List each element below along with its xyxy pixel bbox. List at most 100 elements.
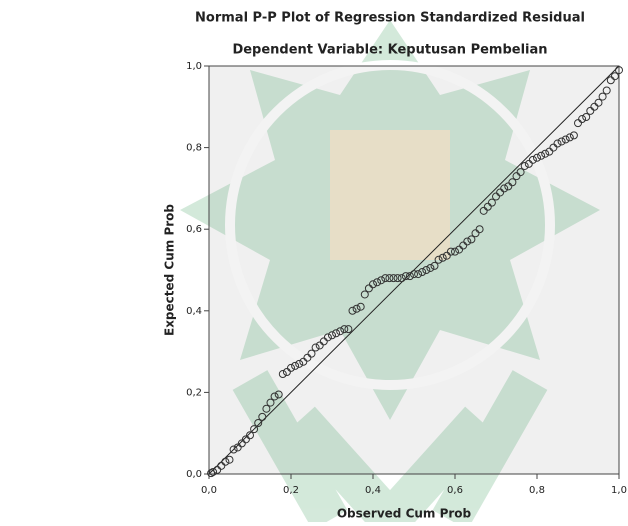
x-tick-label: 0,0 — [201, 485, 217, 496]
point — [287, 363, 295, 372]
point — [418, 268, 427, 277]
point — [373, 278, 382, 287]
point — [520, 161, 529, 170]
point — [405, 272, 414, 281]
watermark — [180, 20, 600, 526]
y-tick-label: 0,2 — [186, 387, 202, 398]
point — [274, 390, 283, 399]
point — [233, 443, 242, 452]
point — [446, 247, 455, 256]
x-tick-label: 0,2 — [283, 485, 299, 496]
point — [369, 280, 377, 289]
x-tick-label: 0,8 — [529, 485, 545, 496]
point — [569, 131, 578, 140]
point — [504, 182, 513, 191]
point — [582, 113, 591, 121]
point — [246, 431, 254, 440]
point — [483, 202, 492, 211]
point — [479, 206, 488, 215]
point — [299, 357, 308, 366]
point — [451, 247, 459, 256]
point — [311, 343, 320, 352]
point — [615, 66, 623, 75]
point — [207, 469, 216, 478]
point — [565, 133, 574, 142]
watermark-globe — [225, 60, 555, 390]
point — [578, 115, 587, 124]
y-axis-label: Expected Cum Prob — [163, 204, 177, 336]
point — [241, 435, 250, 444]
point — [266, 398, 275, 407]
point — [459, 241, 468, 250]
point — [528, 155, 537, 164]
point — [414, 270, 423, 279]
point — [524, 159, 533, 168]
chart-title: Normal P-P Plot of Regression Standardiz… — [195, 11, 585, 26]
point — [602, 86, 611, 95]
point — [360, 290, 369, 299]
point — [463, 237, 472, 246]
point — [586, 106, 595, 115]
x-tick-label: 0,6 — [447, 485, 463, 496]
point — [282, 368, 291, 376]
point — [381, 274, 390, 283]
y-tick-label: 0,4 — [186, 306, 202, 317]
point — [549, 143, 558, 152]
point — [209, 467, 218, 476]
point — [295, 359, 304, 368]
point — [221, 457, 230, 466]
point — [430, 261, 439, 270]
watermark-tower — [330, 130, 450, 260]
point — [291, 361, 300, 370]
y-tick-label: 0,0 — [186, 469, 202, 480]
chart-subtitle: Dependent Variable: Keputusan Pembelian — [232, 43, 547, 58]
point — [426, 263, 435, 272]
point — [348, 306, 357, 315]
point — [303, 353, 312, 362]
point — [442, 251, 451, 260]
point — [561, 135, 570, 144]
point — [262, 404, 271, 413]
point — [217, 461, 226, 470]
watermark-base — [232, 370, 548, 526]
point — [537, 151, 546, 160]
point — [397, 274, 406, 283]
point — [467, 235, 476, 244]
point — [254, 419, 263, 427]
point — [496, 188, 505, 197]
point — [323, 333, 332, 342]
point — [270, 392, 279, 401]
point — [487, 198, 496, 207]
point — [606, 76, 615, 85]
point — [512, 172, 521, 181]
point — [237, 439, 246, 448]
point — [336, 327, 345, 336]
point — [553, 139, 562, 148]
plot-frame — [208, 65, 620, 475]
point — [389, 274, 398, 283]
point — [328, 331, 336, 340]
y-tick-label: 0,8 — [186, 143, 202, 154]
watermark-star — [180, 20, 600, 420]
point — [492, 192, 500, 201]
point — [377, 276, 386, 285]
point — [352, 304, 361, 313]
point — [610, 72, 619, 81]
point — [250, 425, 259, 434]
point — [278, 370, 287, 379]
point — [213, 465, 222, 474]
point — [332, 329, 341, 338]
point — [590, 102, 599, 111]
point — [574, 119, 582, 128]
point — [344, 325, 353, 334]
x-tick-label: 1,0 — [611, 485, 627, 496]
point — [307, 349, 316, 358]
point — [455, 245, 464, 254]
point — [516, 168, 525, 177]
point — [401, 272, 410, 281]
point — [340, 325, 349, 334]
point — [434, 255, 443, 264]
point — [410, 270, 418, 279]
